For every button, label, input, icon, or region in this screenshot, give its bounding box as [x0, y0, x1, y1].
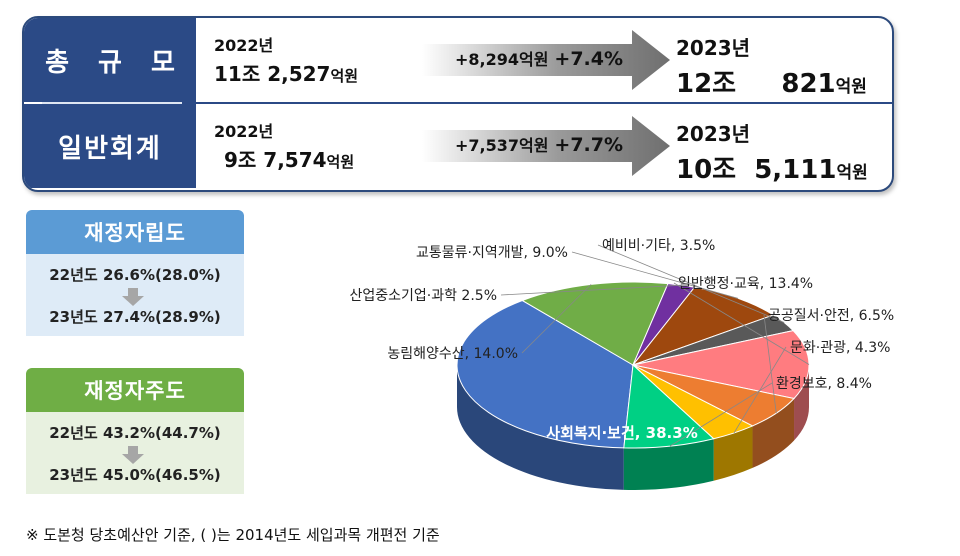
fiscal-self-reliance-2022: 22년도 26.6%(28.0%) [49, 266, 221, 284]
pie-depth [457, 365, 809, 490]
total-from-block: 2022년 11조 2,527억원 [214, 32, 358, 87]
general-change-amount: +7,537억원 [454, 136, 549, 155]
general-from-unit: 억원 [326, 153, 355, 171]
fiscal-self-reliance-title: 재정자립도 [26, 210, 244, 254]
pie-side-문화-관광 [713, 425, 753, 481]
total-change-amount: +8,294억원 [454, 50, 549, 69]
pie-side-공공질서-안전 [752, 398, 795, 468]
fiscal-autonomy-box: 재정자주도 22년도 43.2%(44.7%) 23년도 45.0%(46.5%… [26, 368, 244, 494]
general-to-block: 2023년 10조 5,111억원 [676, 118, 868, 186]
down-arrow-icon [122, 446, 144, 464]
footnote: ※ 도본청 당초예산안 기준, ( )는 2014년도 세입과목 개편전 기준 [26, 526, 440, 544]
pie-label-일반행정-교육: 일반행정·교육, 13.4% [678, 276, 813, 292]
pie-label-예비비-기타: 예비비·기타, 3.5% [602, 238, 715, 254]
budget-row-general: 일반회계 2022년 9조 7,574억원 +7,537억원 +7.7% 2023… [24, 104, 892, 188]
budget-pie-chart: 사회복지·보건, 38.3% 농림해양수산, 14.0% 산업중소기업·과학 2.5… [349, 238, 894, 490]
increase-arrow-icon [422, 116, 670, 176]
general-change-pct: +7.7% [554, 134, 624, 156]
pie-leader-산업중소기업-과학 [500, 284, 682, 296]
general-from-amount: 9조 7,574억원 [214, 144, 354, 173]
total-from-year: 2022년 [214, 36, 274, 55]
pie-leader-환경보호 [669, 382, 773, 447]
general-to-year: 2023년 [676, 122, 751, 146]
pie-label-문화-관광: 문화·관광, 4.3% [790, 340, 890, 356]
down-arrow-icon [122, 288, 144, 306]
pie-side-사회복지-보건 [457, 365, 624, 490]
pie-slice-사회복지-보건 [456, 299, 634, 449]
budget-row-total: 총 규 모 2022년 11조 2,527억원 +8,294억원 +7.4% 20… [24, 18, 892, 102]
label-divider [42, 102, 182, 104]
pie-leader-예비비-기타 [597, 244, 785, 323]
total-to-unit: 억원 [835, 77, 867, 97]
pie-labels: 사회복지·보건, 38.3% 농림해양수산, 14.0% 산업중소기업·과학 2.5… [349, 238, 894, 442]
fiscal-autonomy-body: 22년도 43.2%(44.7%) 23년도 45.0%(46.5%) [26, 412, 244, 494]
pie-label-공공질서-안전: 공공질서·안전, 6.5% [768, 308, 894, 324]
pie-label-교통물류-지역개발: 교통물류·지역개발, 9.0% [416, 245, 568, 261]
pie-leader-일반행정-교육 [673, 282, 810, 365]
pie-leader-농림해양수산 [521, 284, 592, 354]
fiscal-autonomy-2023: 23년도 45.0%(46.5%) [49, 466, 221, 484]
increase-arrow-icon [422, 30, 670, 90]
total-to-amount-num: 12조 821 [676, 69, 836, 99]
fiscal-autonomy-2022: 22년도 43.2%(44.7%) [49, 424, 221, 442]
general-from-block: 2022년 9조 7,574억원 [214, 118, 354, 173]
total-from-amount: 11조 2,527억원 [214, 58, 358, 87]
pie-leader-교통물류-지역개발 [571, 251, 739, 299]
fiscal-autonomy-title: 재정자주도 [26, 368, 244, 412]
total-to-year: 2023년 [676, 36, 751, 60]
general-to-amount: 10조 5,111억원 [676, 149, 868, 186]
general-to-amount-num: 10조 5,111 [676, 155, 837, 185]
pie-leader-공공질서-안전 [763, 314, 777, 414]
general-change: +7,537억원 +7.7% [444, 132, 634, 156]
budget-summary-panel: 총 규 모 2022년 11조 2,527억원 +8,294억원 +7.4% 20… [22, 16, 894, 192]
row-divider [44, 102, 892, 104]
fiscal-self-reliance-box: 재정자립도 22년도 26.6%(28.0%) 23년도 27.4%(28.9%… [26, 210, 244, 336]
general-to-unit: 억원 [836, 163, 868, 183]
general-from-year: 2022년 [214, 122, 274, 141]
pie-leaders [500, 244, 810, 447]
total-change: +8,294억원 +7.4% [444, 46, 634, 70]
pie-side-일반행정-교육 [794, 365, 809, 441]
pie-side-환경보호 [623, 438, 714, 490]
total-change-pct: +7.4% [554, 48, 624, 70]
pie-label-사회복지-보건: 사회복지·보건, 38.3% [546, 424, 697, 442]
fiscal-self-reliance-body: 22년도 26.6%(28.0%) 23년도 27.4%(28.9%) [26, 254, 244, 336]
general-from-amount-num: 9조 7,574 [224, 148, 327, 172]
fiscal-self-reliance-2023: 23년도 27.4%(28.9%) [49, 308, 221, 326]
total-from-amount-num: 11조 2,527 [214, 62, 331, 86]
row-label-general: 일반회계 [24, 104, 196, 188]
total-from-unit: 억원 [330, 67, 359, 85]
row-label-total: 총 규 모 [24, 18, 196, 102]
total-to-amount: 12조 821억원 [676, 63, 867, 100]
pie-label-농림해양수산: 농림해양수산, 14.0% [387, 346, 518, 362]
pie-label-환경보호: 환경보호, 8.4% [776, 376, 872, 392]
pie-label-산업중소기업-과학: 산업중소기업·과학 2.5% [349, 288, 497, 304]
total-to-block: 2023년 12조 821억원 [676, 32, 867, 100]
